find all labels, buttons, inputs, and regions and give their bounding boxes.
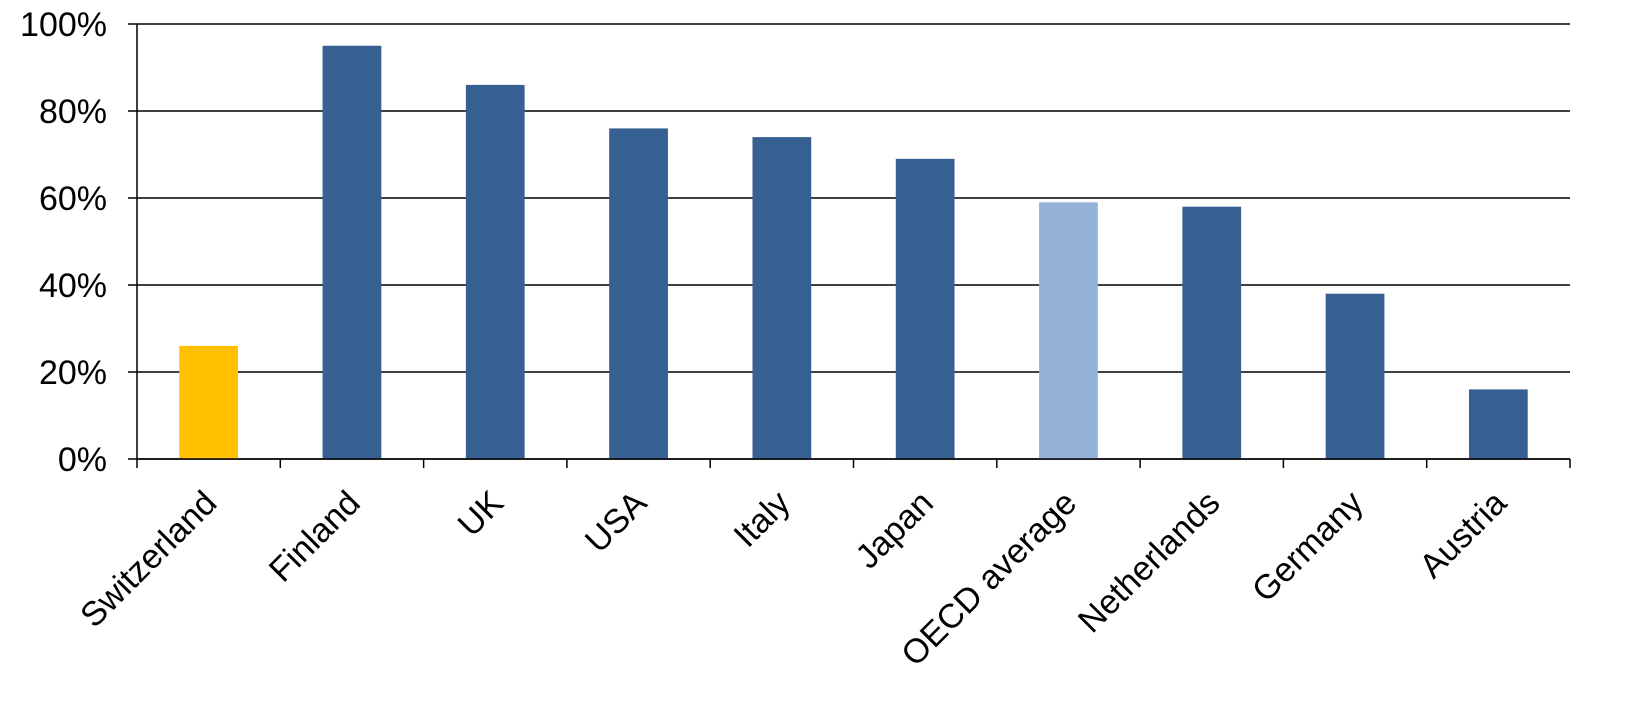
bar xyxy=(1182,206,1242,459)
bar xyxy=(1468,389,1528,459)
x-tick-label: UK xyxy=(451,484,511,544)
x-tick-label: Switzerland xyxy=(73,484,224,635)
x-tick-label: Austria xyxy=(1412,484,1514,586)
y-tick-label: 60% xyxy=(39,180,107,218)
x-tick-label: Germany xyxy=(1245,484,1371,610)
y-tick-label: 100% xyxy=(20,6,107,44)
bar xyxy=(609,128,668,459)
y-tick-label: 40% xyxy=(39,267,107,305)
x-tick-label: Finland xyxy=(262,484,368,590)
y-tick-labels: 0% 20% 40% 60% 80% 100% xyxy=(20,6,107,479)
bar xyxy=(322,45,382,459)
bar xyxy=(179,345,239,459)
bar xyxy=(752,137,812,459)
bar xyxy=(895,158,955,459)
bars xyxy=(179,45,1528,460)
x-tick-label: USA xyxy=(578,484,655,561)
x-tick-label: Italy xyxy=(727,484,798,555)
axes xyxy=(136,24,1571,468)
y-tick-label: 80% xyxy=(39,93,107,131)
bar xyxy=(1325,293,1385,459)
bar xyxy=(1039,202,1098,459)
y-tick-label: 20% xyxy=(39,354,107,392)
bar xyxy=(465,84,525,460)
y-tick-label: 0% xyxy=(58,441,107,479)
x-tick-label: Netherlands xyxy=(1071,484,1228,641)
x-tick-label: Japan xyxy=(848,484,940,576)
